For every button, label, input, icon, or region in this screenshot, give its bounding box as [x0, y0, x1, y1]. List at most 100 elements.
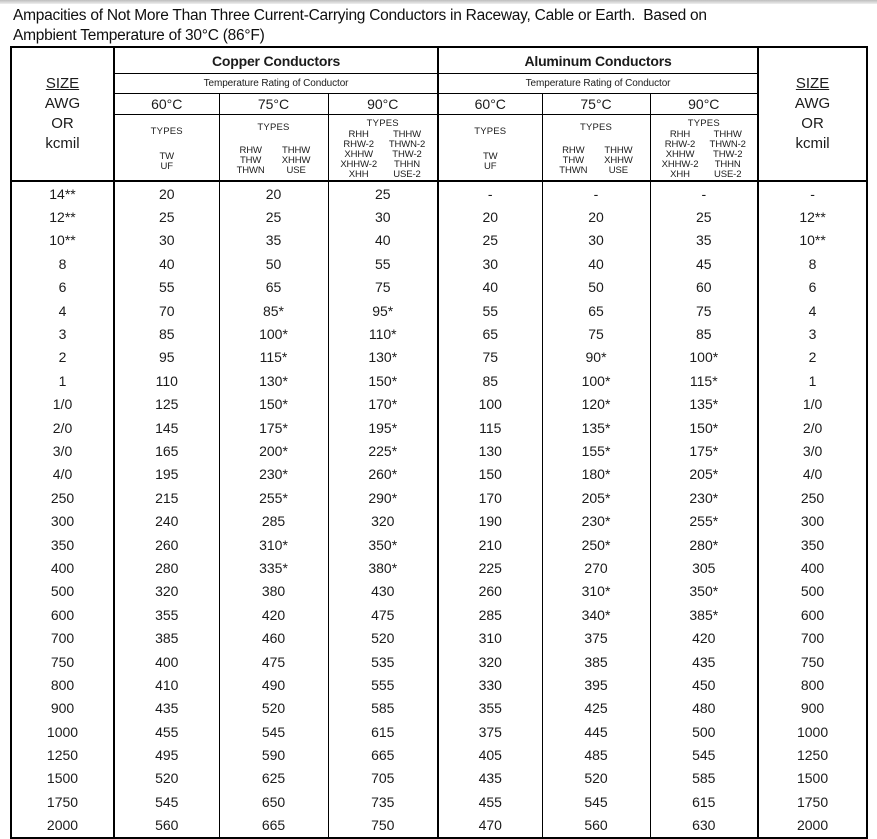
ampacity-cell: 85: [113, 322, 219, 346]
size-cell-right: 500: [757, 579, 868, 604]
ampacity-cell: 85: [649, 322, 759, 346]
ampacity-cell: 25: [649, 205, 759, 229]
size-cell-right: 700: [757, 626, 868, 650]
ampacity-cell: 310: [437, 626, 543, 650]
copper-60c-header: 60°C: [113, 93, 219, 115]
size-cell-left: 2/0: [52, 419, 73, 436]
size-label: SIZE: [795, 75, 830, 92]
type-list: TW UF: [159, 152, 174, 172]
aluminum-90c-header: 90°C: [649, 93, 759, 115]
table-row: 14** 20 20 25- - - -: [11, 181, 868, 206]
type-list: RHH RHW-2 XHHW XHHW-2 XHH: [662, 130, 699, 180]
or-label: OR: [801, 115, 824, 132]
table-row: 12** 25 25 30 20 20 25 12**: [11, 205, 868, 229]
ampacity-cell: 40: [437, 275, 543, 299]
ampacity-cell: 75: [327, 275, 439, 299]
ampacity-cell: 135*: [541, 415, 651, 440]
ampacity-cell: 225*: [327, 439, 439, 463]
ampacity-cell: 395: [541, 673, 651, 697]
type-list: THHW XHHW USE: [282, 146, 311, 176]
ampacity-cell: 285: [218, 509, 328, 533]
ampacity-cell: 435: [649, 649, 759, 674]
table-row: 1000 455 545 615 375 445 500 1000: [11, 719, 868, 744]
ampacity-cell: 180*: [541, 462, 651, 487]
ampacity-cell: 350*: [649, 579, 759, 604]
ampacity-cell: 560: [541, 813, 651, 838]
ampacity-cell: 545: [541, 790, 651, 814]
ampacity-cell: 150*: [218, 392, 328, 416]
copper-90c-types: TYPES RHH RHW-2 XHHW XHHW-2 XHH THHW THWN-2 TH…: [327, 114, 439, 182]
size-cell-right: 1750: [757, 790, 868, 814]
table-row: 500 320 380 430 260 310* 350* 500: [11, 579, 868, 604]
ampacity-cell: 170*: [327, 392, 439, 416]
conductor-type: THHN: [714, 159, 741, 170]
ampacity-cell: 240: [113, 509, 219, 533]
ampacity-cell: 355: [437, 696, 543, 720]
or-label: OR: [51, 115, 74, 132]
conductor-type: THWN-2: [388, 139, 426, 150]
size-cell-left: 1750: [46, 793, 79, 810]
ampacity-cell: 100: [437, 392, 543, 416]
conductor-type: THHW: [282, 145, 311, 156]
size-cell-left: 1250: [46, 747, 79, 764]
size-cell-right: 2000: [757, 813, 868, 838]
ampacity-cell: 425: [541, 696, 651, 720]
ampacity-cell: 520: [113, 766, 219, 791]
ampacity-cell: 750: [327, 813, 439, 838]
ampacity-cell: 420: [649, 626, 759, 650]
size-label: SIZE: [45, 75, 80, 92]
conductor-type: THHW: [392, 129, 422, 140]
ampacity-cell: -: [541, 181, 651, 206]
ampacity-cell: 320: [113, 579, 219, 604]
size-header-left: SIZE AWG OR kcmil: [11, 47, 114, 182]
ampacity-cell: 625: [218, 766, 328, 791]
ampacity-cell: 385: [541, 649, 651, 674]
conductor-type: RHW: [239, 145, 262, 156]
table-row: 900 435 520 585 355 425 480 900: [11, 696, 868, 720]
aluminum-60c-types: TYPES TW UF: [437, 114, 543, 182]
ampacity-cell: 95: [113, 345, 219, 370]
ampacity-cell: 100*: [649, 345, 759, 370]
ampacity-cell: 255*: [649, 509, 759, 533]
ampacity-cell: 230*: [541, 509, 651, 533]
size-cell-right: 3/0: [757, 439, 868, 463]
conductor-type: THW-2: [713, 149, 743, 160]
size-cell-right: 750: [757, 649, 868, 674]
size-cell-right: 6: [757, 275, 868, 299]
ampacity-cell: 65: [218, 275, 328, 299]
ampacity-cell: 340*: [541, 603, 651, 627]
size-cell-right: 1000: [757, 719, 868, 744]
ampacity-cell: 455: [113, 719, 219, 744]
size-cell-right: 4/0: [757, 462, 868, 487]
size-cell-left: 4: [58, 302, 67, 319]
copper-60c-types: TYPES TW UF: [113, 114, 219, 182]
conductor-type: XHHW-2: [661, 159, 699, 170]
ampacity-cell: 280: [113, 556, 219, 580]
size-cell-left: 14**: [49, 185, 76, 202]
ampacity-cell: 230*: [649, 486, 759, 510]
ampacity-cell: -: [649, 181, 759, 206]
kcmil-label: kcmil: [795, 135, 830, 152]
size-cell-left: 400: [50, 559, 75, 576]
ampacity-cell: 405: [437, 743, 543, 767]
type-list: RHW THW THWN: [559, 146, 587, 176]
aluminum-60c-header: 60°C: [437, 93, 543, 115]
ampacity-cell: 500: [649, 719, 759, 744]
conductor-type: USE-2: [393, 169, 421, 180]
conductor-type: THW: [239, 155, 262, 166]
page-title: Ampacities of Not More Than Three Curren…: [13, 6, 707, 45]
ampacity-cell: 320: [437, 649, 543, 674]
ampacity-cell: 535: [327, 649, 439, 674]
size-cell-right: 10**: [757, 228, 868, 253]
ampacity-cell: 585: [327, 696, 439, 720]
table-row: 700 385 460 520 310 375 420 700: [11, 626, 868, 650]
size-cell-right: 800: [757, 673, 868, 697]
ampacity-cell: 55: [113, 275, 219, 299]
ampacity-cell: 320: [327, 509, 439, 533]
ampacity-cell: 35: [649, 228, 759, 253]
conductor-type: XHHW: [281, 155, 311, 166]
table-header: SIZE AWG OR kcmil Copper Conductors Alum…: [11, 47, 868, 182]
size-cell-right: 350: [757, 532, 868, 557]
ampacity-cell: 30: [541, 228, 651, 253]
